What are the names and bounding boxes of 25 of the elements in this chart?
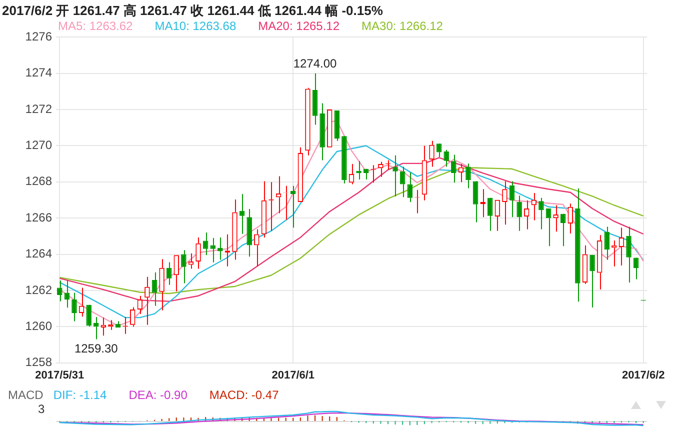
y-tick-label: 1274 (25, 66, 52, 80)
x-tick-label: 2017/5/31 (35, 369, 84, 382)
x-tick-label: 2017/6/1 (272, 369, 315, 382)
text: 3 (38, 402, 45, 416)
series-label: DIF: -1.14 (53, 388, 107, 402)
y-tick-label: 1272 (25, 102, 52, 116)
text: MA20: 1265.12 (258, 19, 340, 33)
text: MA30: 1266.12 (362, 19, 443, 33)
y-tick-label: 1266 (25, 210, 52, 224)
chart-title: 2017/6/2 开 1261.47 高 1261.47 收 1261.44 低 1261.44 幅 -0.15% (2, 2, 383, 20)
y-tick-label: 1262 (25, 282, 52, 297)
y-tick-label: 1260 (25, 318, 52, 333)
y-tick-label: 1270 (25, 138, 52, 152)
y-tick-label: 1258 (25, 355, 52, 370)
y-tick-label: 1276 (25, 30, 52, 44)
chart-title: MACD (8, 388, 44, 402)
annotation: 1274.00 (293, 56, 338, 71)
text: MA5: 1263.62 (58, 19, 133, 33)
y-tick-label: 1264 (25, 246, 52, 261)
text: MA10: 1263.68 (154, 19, 236, 33)
annotation: 1259.30 (74, 342, 118, 356)
series-label: DEA: -0.90 (128, 388, 188, 402)
x-tick-label: 2017/6/2 (622, 369, 665, 382)
series-label: MACD: -0.47 (209, 388, 279, 402)
y-tick-label: 1268 (25, 174, 52, 188)
